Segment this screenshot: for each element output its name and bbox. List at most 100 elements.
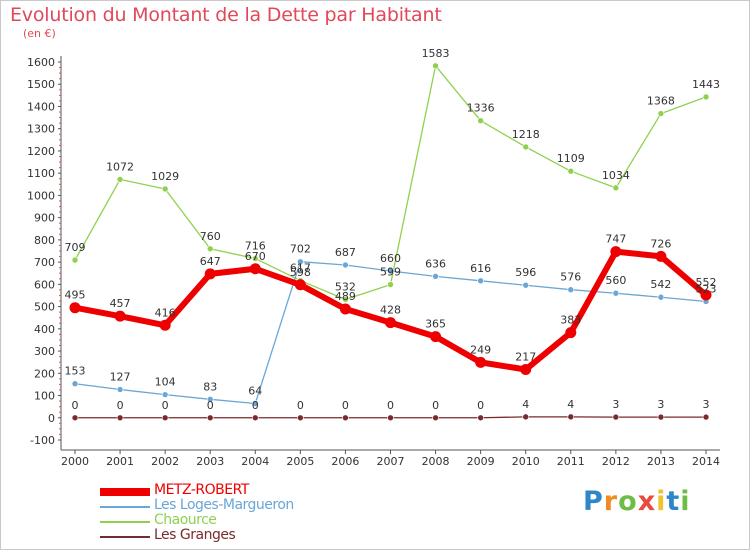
y-tick-label: 200 [34,367,55,380]
data-point [116,414,124,422]
data-label: 523 [696,282,717,295]
data-label: 617 [290,262,311,275]
data-label: 1029 [151,170,179,183]
y-tick-label: 500 [34,301,55,314]
data-label: 1034 [602,169,630,182]
data-point [432,62,439,70]
data-label: 489 [335,290,356,303]
data-point [430,331,442,343]
data-point [567,286,575,293]
y-tick-label: 1100 [27,167,55,180]
y-tick-label: 1500 [27,78,55,91]
data-label: 636 [425,257,446,270]
data-point [161,414,169,422]
data-point [114,310,126,322]
data-point [251,414,259,422]
data-label: 596 [515,266,536,279]
legend-label: METZ-ROBERT [154,482,249,498]
y-tick-label: 900 [34,212,55,225]
data-label: 576 [560,271,581,284]
data-point [657,413,665,421]
data-label: 760 [200,230,221,243]
data-point [71,380,79,388]
data-point [116,386,124,393]
data-label: 4 [522,398,529,411]
data-label: 64 [248,385,262,398]
data-point [655,250,667,262]
data-label: 1218 [512,128,540,141]
y-tick-label: 1000 [27,189,55,202]
y-tick-label: 600 [34,278,55,291]
data-point [297,414,304,422]
data-point [342,296,349,303]
data-point [700,289,712,301]
data-point [522,281,530,289]
data-point [612,184,620,192]
data-label: 726 [650,237,671,250]
data-label: 217 [515,351,536,364]
data-point [612,413,620,421]
y-tick-label: 1400 [27,100,55,113]
x-tick-label: 2011 [557,455,585,468]
x-tick-label: 2007 [377,455,405,468]
logo-letter: i [656,486,667,517]
x-tick-label: 2003 [196,455,224,468]
x-tick-label: 2008 [422,455,450,468]
data-label: 0 [387,399,394,412]
legend-label: Les Loges-Margueron [154,497,294,513]
data-point [342,414,349,422]
data-label: 616 [470,262,491,275]
data-point [387,414,394,422]
data-label: 670 [245,250,266,263]
data-point [339,303,351,315]
data-point [294,279,306,291]
data-point [71,256,79,264]
data-label: 702 [290,243,311,256]
y-tick-label: 1300 [27,123,55,136]
data-label: 365 [425,318,446,331]
data-point [610,246,622,258]
y-tick-label: -100 [30,434,55,447]
data-label: 1336 [467,102,495,115]
data-label: 127 [110,371,131,384]
data-label: 716 [245,240,266,253]
data-label: 552 [696,276,717,289]
x-tick-label: 2004 [241,455,269,468]
data-label: 104 [155,376,176,389]
data-label: 1109 [557,152,585,165]
data-label: 1583 [422,47,450,60]
x-tick-label: 2000 [61,455,89,468]
x-tick-label: 2009 [467,455,495,468]
data-label: 647 [200,255,221,268]
data-point [385,317,396,329]
data-label: 428 [380,304,401,317]
x-tick-label: 2006 [331,455,359,468]
legend-swatch [100,521,150,523]
data-point [161,391,169,398]
data-label: 0 [252,399,259,412]
data-point [477,117,484,125]
data-label: 249 [470,343,491,356]
y-tick-label: 1600 [27,56,55,69]
legend-label: Chaource [154,512,217,528]
data-label: 0 [432,399,439,412]
data-point [204,268,216,280]
logo-letter: t [666,486,681,517]
data-point [342,261,349,269]
proxiti-logo: Proxiti [583,486,691,517]
x-tick-label: 2005 [286,455,314,468]
data-point [520,364,532,376]
data-point [206,245,214,253]
data-point [297,258,304,265]
data-point [159,319,171,331]
logo-letter: r [603,486,619,517]
x-tick-label: 2013 [647,455,675,468]
data-point [522,143,530,151]
logo-letter: x [637,486,657,517]
data-label: 1072 [106,160,134,173]
data-point [69,302,81,314]
data-label: 1443 [692,78,720,91]
data-point [567,167,575,175]
